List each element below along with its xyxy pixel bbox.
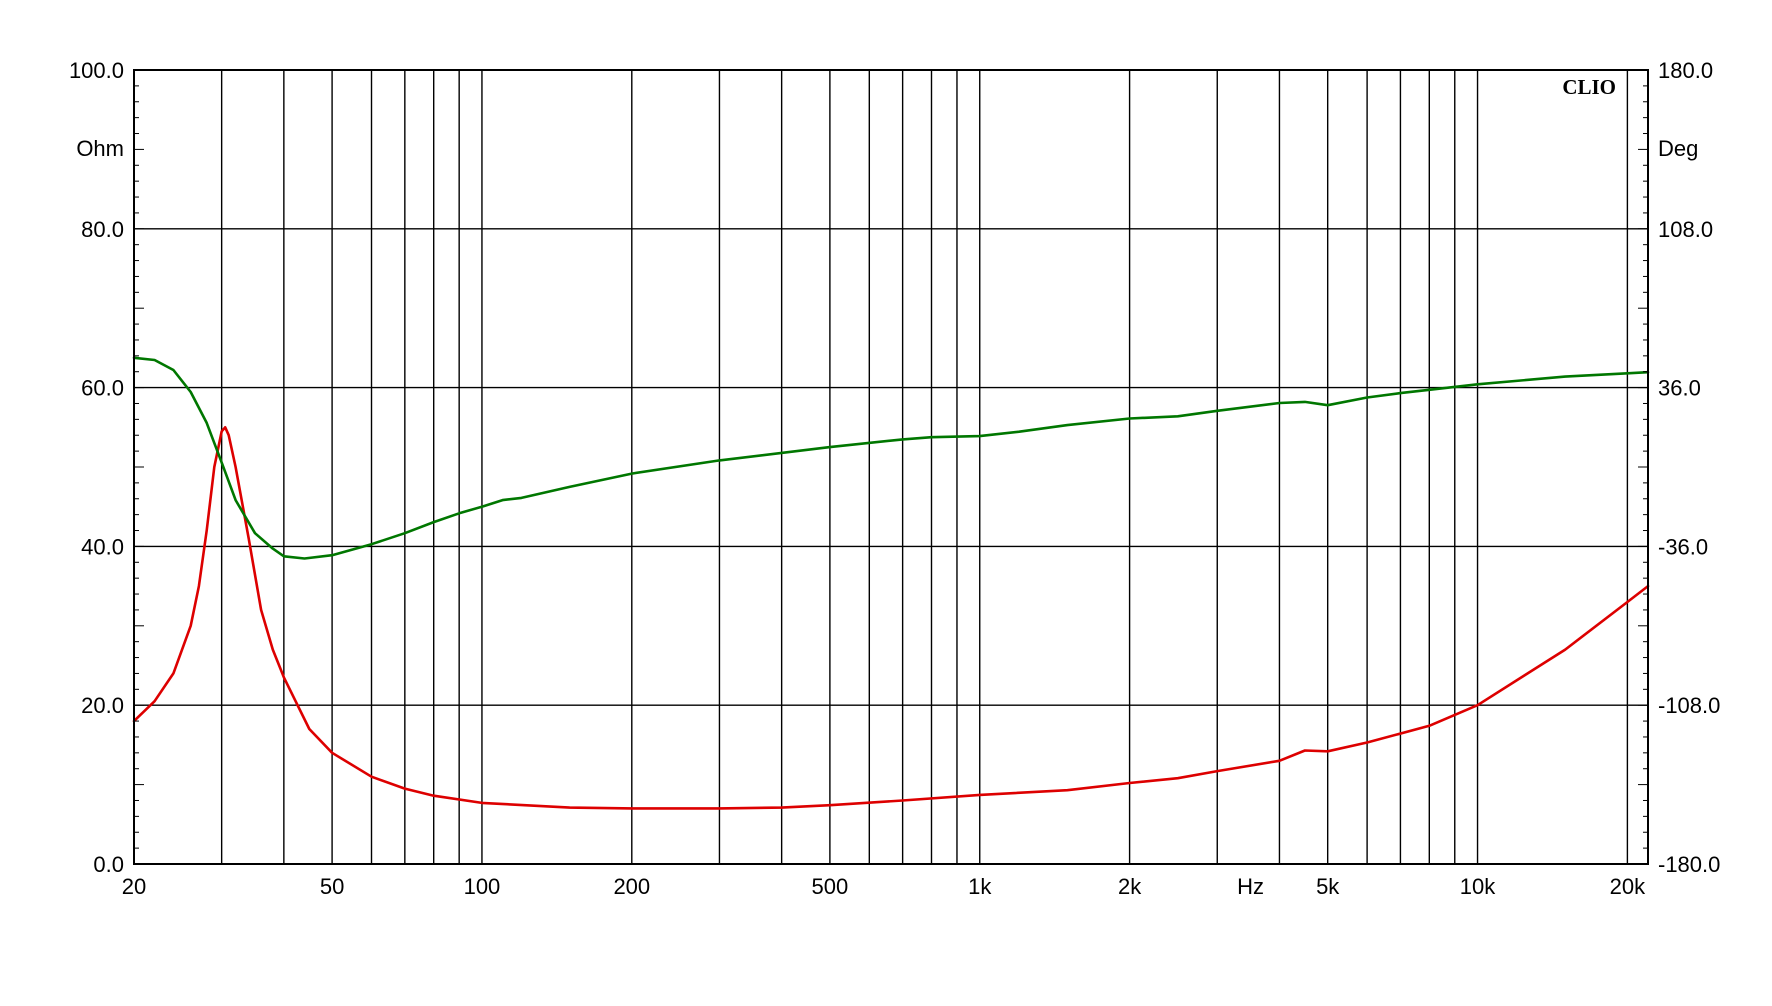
impedance-series-line [132,426,1650,810]
left-y-tick-label: 20.0 [81,693,124,718]
left-axis-unit-label: Ohm [76,136,124,161]
x-tick-label: 500 [812,874,849,899]
left-y-tick-label: 0.0 [93,852,124,877]
x-tick-label: 20 [122,874,146,899]
grid-layer [133,69,1648,865]
right-y-tick-label: 108.0 [1658,217,1713,242]
phase-series-line [132,356,1650,560]
label-layer: Ohm Deg Hz CLIO 20 50 100 200 500 1k 2k 5k 10k 20… [69,58,1720,899]
left-y-tick-label: 100.0 [69,58,124,83]
right-y-tick-label: -36.0 [1658,534,1708,559]
x-tick-label: 200 [613,874,650,899]
x-tick-label: 5k [1316,874,1340,899]
x-tick-label: 20k [1610,874,1646,899]
right-y-tick-label: -108.0 [1658,693,1720,718]
x-tick-label: 2k [1118,874,1142,899]
right-y-tick-label: -180.0 [1658,852,1720,877]
left-y-tick-label: 60.0 [81,376,124,401]
x-tick-label: 10k [1460,874,1496,899]
right-axis-unit-label: Deg [1658,136,1698,161]
left-y-tick-label: 80.0 [81,217,124,242]
series-layer [132,356,1650,810]
left-y-tick-label: 40.0 [81,534,124,559]
right-y-tick-label: 36.0 [1658,376,1701,401]
x-tick-label: 50 [320,874,344,899]
frame-layer [133,69,1649,865]
clio-brand-label: CLIO [1562,75,1616,99]
x-axis-unit-label: Hz [1237,874,1264,899]
right-y-tick-label: 180.0 [1658,58,1713,83]
x-tick-label: 1k [968,874,992,899]
x-tick-label: 100 [464,874,501,899]
plot-frame [133,69,1649,865]
